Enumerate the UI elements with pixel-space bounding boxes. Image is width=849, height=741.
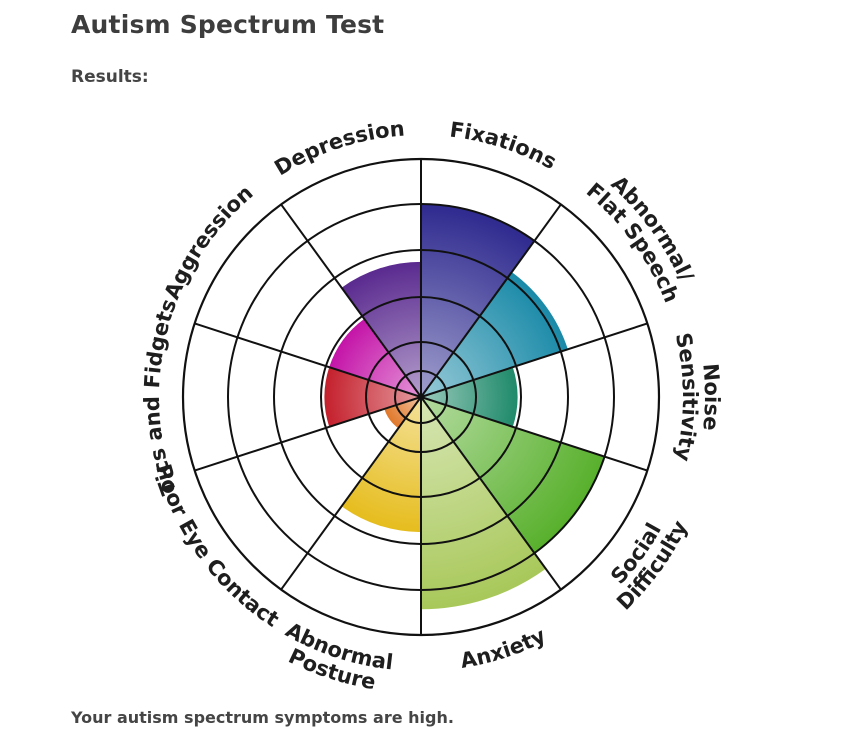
category-label: Aggression [160,180,258,302]
grid-spoke [194,322,422,398]
grid-spoke [420,322,648,398]
result-summary: Your autism spectrum symptoms are high. [71,708,454,727]
wedge-abnormal-flat-speech [421,272,568,397]
category-label: Anxiety [459,623,550,673]
wedge-abnormal-posture [341,397,421,533]
wedge-depression [341,261,421,397]
grid-spoke [194,396,422,472]
wedge-tics-and-fidgets [324,367,421,427]
category-label: Fixations [448,118,560,175]
results-label: Results: [71,67,149,87]
grid-spoke [280,203,422,398]
grid-spoke [420,396,562,591]
wedge-aggression [329,318,421,397]
category-label: Noise [698,362,724,431]
category-label: Depression [270,116,405,180]
wedge-poor-eye-contact [384,397,421,429]
grid-spoke [280,396,422,591]
page-title: Autism Spectrum Test [71,10,385,39]
wedge-noise-sensitivity [421,367,518,427]
category-label: Sensitivity [671,331,702,464]
wedge-social-difficulty [421,397,605,554]
grid-spoke [420,203,562,398]
grid-spoke [420,396,648,472]
wedge-anxiety [421,397,546,610]
